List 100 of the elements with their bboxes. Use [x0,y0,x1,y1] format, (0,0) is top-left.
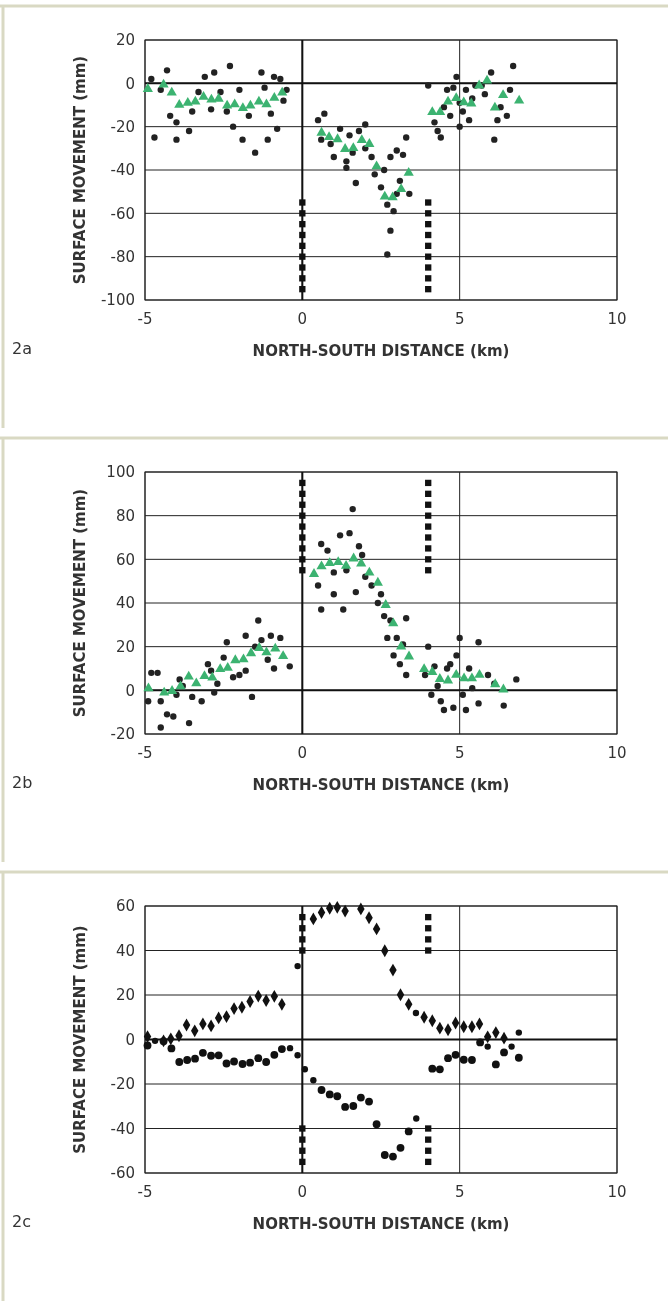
y-tick-label: 60 [115,550,135,569]
x-axis-title: NORTH-SOUTH DISTANCE (km) [252,776,510,794]
y-tick-label: -60 [110,1164,135,1183]
point [299,1147,306,1154]
point [372,1120,381,1129]
point [412,1009,420,1017]
y-axis-title: SURFACE MOVEMENT (mm) [71,488,89,718]
point [435,106,446,116]
point [270,642,281,652]
point [198,1048,207,1057]
point [403,166,414,176]
x-tick-label: 10 [607,1183,627,1201]
point [425,567,432,574]
point [388,617,399,627]
point [481,74,493,84]
point [262,1058,271,1066]
point [299,936,306,943]
point [166,685,178,694]
point [299,231,306,239]
x-tick-label: 10 [607,744,627,762]
text: 2c [12,1212,31,1231]
point [396,183,407,193]
point [299,221,306,228]
point [215,663,226,673]
point [515,1029,523,1036]
point [230,1057,238,1066]
point [371,160,382,170]
point [364,138,375,147]
point [425,925,432,932]
point [270,1050,279,1059]
point [294,962,301,970]
point [364,566,375,576]
point [222,99,233,109]
point [254,642,265,651]
point [261,98,272,108]
point [308,568,320,577]
point [427,666,438,675]
point [191,677,202,687]
y-tick-label: -80 [110,247,135,266]
point [230,654,241,664]
point [324,557,335,566]
point [489,101,501,111]
point [299,264,306,271]
point [340,143,351,152]
x-axis-title: NORTH-SOUTH DISTANCE (km) [252,342,510,360]
point [299,567,306,574]
y-tick-label: -40 [110,161,135,180]
point [425,479,432,487]
point [269,91,280,101]
point [435,1065,444,1074]
text: 2a [12,339,32,358]
point [380,599,391,608]
x-tick-label: -5 [137,744,153,762]
point [246,1058,255,1067]
point [428,1064,437,1073]
point [451,92,462,102]
x-tick-label: 5 [454,310,465,328]
point [222,661,233,671]
point [508,1043,515,1050]
point [238,653,249,663]
x-tick-label: 0 [297,744,308,762]
point [425,199,432,206]
y-tick-label: -20 [110,1075,135,1094]
point [167,1044,176,1053]
point [425,1147,432,1154]
y-tick-label: 0 [125,74,135,93]
point [143,1041,152,1050]
point [299,490,306,497]
point [425,210,432,217]
point [277,1045,286,1053]
point [183,670,194,680]
point [299,210,306,217]
y-tick-label: -60 [110,204,135,223]
point [491,1060,500,1069]
point [356,134,367,144]
point [425,1136,432,1143]
y-tick-label: 20 [115,31,135,50]
point [425,947,432,954]
point [299,1158,306,1166]
point [404,1127,413,1136]
point [299,534,306,541]
point [356,557,367,567]
point [299,286,306,293]
point [299,501,306,508]
point [175,680,186,690]
point [325,1090,334,1099]
point [425,913,432,921]
y-tick-label: -20 [110,725,135,744]
y-tick-label: -100 [100,291,135,310]
point [175,1058,184,1066]
point [183,1056,192,1064]
point [389,1152,397,1161]
point [474,79,485,89]
point [237,102,248,111]
point [425,512,432,519]
point [278,650,289,659]
point [151,1037,159,1045]
point [299,242,306,249]
x-tick-label: 5 [454,1183,465,1201]
point [277,86,288,96]
